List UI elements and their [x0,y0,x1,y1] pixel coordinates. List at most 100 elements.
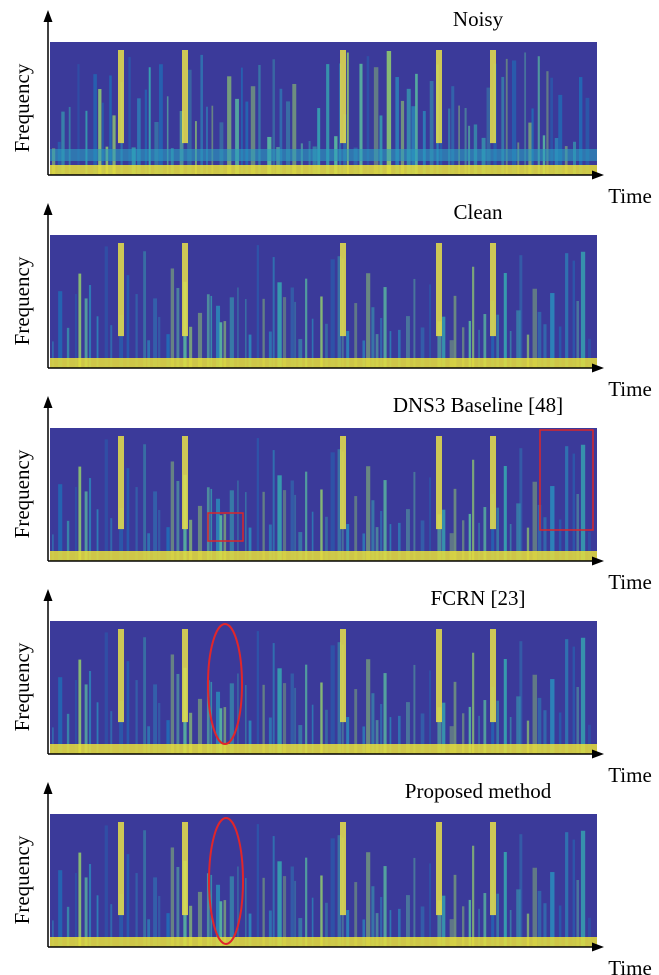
noise-band [50,149,597,161]
spectrogram-stripe [126,854,130,947]
spectrogram-stripe [135,680,138,754]
spectrogram-stripe [483,507,487,561]
spectrogram-stripe [210,488,213,561]
spectrogram-stripe [468,320,471,368]
spectrogram-stripe [558,712,562,754]
spectrogram-stripe [346,331,350,368]
x-axis-label: Time [608,956,652,975]
spectrogram-stripe [461,713,465,754]
spectrogram-stripe [320,296,323,368]
spectrogram-stripe [166,96,169,175]
spectrogram-low-band [50,358,597,368]
spectrogram-stripe [154,121,159,175]
spectrogram [50,814,597,947]
spectrogram-stripe [216,884,221,947]
spectrogram-stripe [509,523,512,561]
y-axis-label: Frequency [10,256,34,345]
spectrogram-stripe [245,299,247,368]
spectrogram-stripe [262,298,265,368]
spectrogram-stripe [52,727,54,754]
spectrogram-stripe [383,866,387,947]
spectrogram-stripe [75,293,77,368]
spectrogram-stripe [84,491,88,561]
spectrogram-stripe [282,490,287,561]
spectrogram-stripe [262,491,265,561]
spectrogram-stripe [375,720,379,754]
spectrogram-stripe [519,641,523,754]
spectrogram-stripe [61,111,65,175]
spectrogram-stripe [119,508,124,561]
spectrogram-stripe [362,726,366,754]
spectrogram-stripe [147,340,151,368]
spectrogram [50,428,597,561]
spectrogram-stripe [496,507,500,561]
spectrogram-stripe [179,110,184,175]
spectrogram-stripe [406,88,411,175]
spectrogram-stripe [543,517,547,561]
spectrogram-stripe [110,711,113,754]
spectrogram-stripe [398,908,401,947]
spectrogram-stripe [290,480,294,561]
highlight-box [207,512,244,542]
spectrogram-stripe [386,50,392,175]
spectrogram-stripe [437,707,442,754]
spectrogram-stripe [245,685,247,754]
spectrogram-stripe [436,822,442,916]
spectrogram-stripe [227,76,232,175]
spectrogram-stripe [245,101,249,175]
spectrogram-stripe [340,436,346,530]
spectrogram-stripe [52,341,54,368]
spectrogram-stripe [159,64,163,175]
panel-title: Proposed method [405,779,552,803]
spectrogram-stripe [585,97,590,175]
spectrogram-stripe [413,664,416,754]
spectrogram-stripe [66,906,70,947]
spectrogram-stripe [118,243,124,337]
spectrogram-stripe [292,83,297,175]
spectrogram-stripe [468,706,471,754]
spectrogram-stripe [237,673,239,754]
spectrogram-stripe [429,670,431,754]
spectrogram-stripe [305,278,308,368]
spectrogram-stripe [182,822,188,916]
spectrogram-stripe [170,654,175,754]
spectrogram-stripe [96,316,99,368]
spectrogram-stripe [375,913,379,947]
spectrogram-stripe [118,50,124,144]
spectrogram-stripe [580,444,586,561]
spectrogram-stripe [104,439,108,561]
spectrogram-stripe [496,700,500,754]
spectrogram-stripe [294,301,297,368]
spectrogram-stripe [340,50,346,144]
spectrogram-stripe [277,861,282,947]
spectrogram-stripe [290,287,294,368]
spectrogram-stripe [472,845,475,947]
spectrogram-stripe [282,876,287,947]
spectrogram-stripe [143,637,147,754]
spectrogram-stripe [576,301,579,368]
spectrogram-stripe [52,534,54,561]
spectrogram-stripe [153,877,158,947]
spectrogram-stripe [223,707,227,754]
spectrogram-stripe [311,318,314,368]
spectrogram-stripe [240,67,243,175]
spectrogram-stripe [216,691,221,754]
spectrogram-stripe [550,293,555,368]
y-axis-label: Frequency [10,835,34,924]
spectrogram-stripe [359,63,363,176]
spectrogram-stripe [84,684,88,754]
spectrogram-stripe [532,674,537,754]
spectrogram-stripe [143,444,147,561]
spectrogram-stripe [371,693,375,754]
spectrogram-stripe [519,834,523,947]
spectrogram-stripe [429,863,431,947]
spectrogram-stripe [126,468,130,561]
spectrogram-stripe [200,54,203,175]
spectrogram-stripe [516,696,521,754]
spectrogram-stripe [282,683,287,754]
spectrogram-stripe [373,67,379,175]
spectrogram-stripe [375,527,379,561]
spectrogram-stripe [337,835,342,947]
spectrogram-stripe [109,75,112,175]
spectrogram-stripe [429,477,431,561]
